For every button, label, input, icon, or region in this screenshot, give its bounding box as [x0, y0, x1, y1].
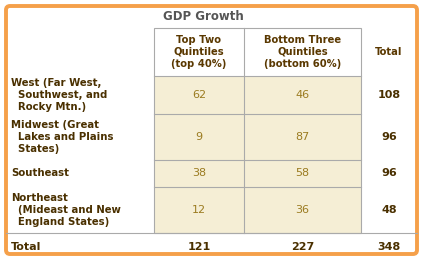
Text: Bottom Three
Quintiles
(bottom 60%): Bottom Three Quintiles (bottom 60%)	[264, 35, 341, 69]
Text: Total: Total	[11, 242, 41, 251]
Text: 87: 87	[295, 132, 310, 142]
Bar	[154, 76, 361, 114]
Text: West (Far West,
  Southwest, and
  Rocky Mtn.): West (Far West, Southwest, and Rocky Mtn…	[11, 77, 107, 112]
Text: 108: 108	[377, 90, 401, 100]
Bar	[154, 187, 361, 233]
Bar	[154, 160, 361, 187]
Text: GDP Growth: GDP Growth	[163, 10, 244, 23]
Text: 227: 227	[291, 242, 314, 251]
Text: 46: 46	[295, 90, 310, 100]
Text: Total: Total	[375, 47, 403, 57]
Text: 12: 12	[192, 205, 206, 215]
Text: 121: 121	[187, 242, 211, 251]
Text: 38: 38	[192, 168, 206, 179]
Text: 36: 36	[296, 205, 310, 215]
Text: 348: 348	[377, 242, 401, 251]
Text: Southeast: Southeast	[11, 168, 69, 179]
Text: 62: 62	[192, 90, 206, 100]
Text: 58: 58	[295, 168, 310, 179]
Text: 9: 9	[195, 132, 203, 142]
Bar	[154, 114, 361, 160]
Text: 96: 96	[381, 132, 397, 142]
Bar	[154, 28, 361, 233]
Text: 96: 96	[381, 168, 397, 179]
Text: 48: 48	[381, 205, 397, 215]
FancyBboxPatch shape	[6, 6, 417, 254]
Text: Top Two
Quintiles
(top 40%): Top Two Quintiles (top 40%)	[171, 35, 227, 69]
Text: Northeast
  (Mideast and New
  England States): Northeast (Mideast and New England State…	[11, 193, 121, 228]
Text: Midwest (Great
  Lakes and Plains
  States): Midwest (Great Lakes and Plains States)	[11, 120, 113, 154]
